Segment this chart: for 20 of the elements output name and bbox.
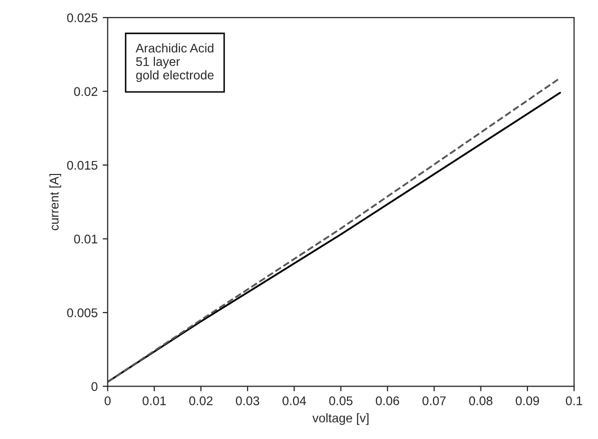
x-tick-label: 0.03 xyxy=(236,396,260,406)
y-tick-label: 0.02 xyxy=(74,87,98,96)
y-tick-label: 0.005 xyxy=(67,308,98,318)
y-tick-label: 0.015 xyxy=(67,160,98,170)
x-tick-label: 0.06 xyxy=(376,396,400,406)
y-tick-label: 0 xyxy=(91,382,98,391)
y-axis-title: current [A] xyxy=(49,174,62,230)
x-axis-title: voltage [v] xyxy=(312,413,368,425)
x-tick-label: 0.08 xyxy=(469,396,492,406)
x-tick-label: 0.01 xyxy=(142,396,166,406)
annotation: Arachidic Acid 51 layer gold electrode xyxy=(136,43,214,82)
y-tick-label: 0.025 xyxy=(67,13,98,22)
x-tick-label: 0.07 xyxy=(422,396,446,406)
x-tick-label: 0.02 xyxy=(189,396,212,406)
x-tick-label: 0 xyxy=(104,396,111,406)
x-tick-label: 0.09 xyxy=(516,396,540,406)
x-tick-label: 0.1 xyxy=(566,396,582,406)
y-tick-label: 0.01 xyxy=(74,234,98,244)
x-tick-label: 0.05 xyxy=(329,396,352,406)
x-tick-label: 0.04 xyxy=(282,396,306,406)
